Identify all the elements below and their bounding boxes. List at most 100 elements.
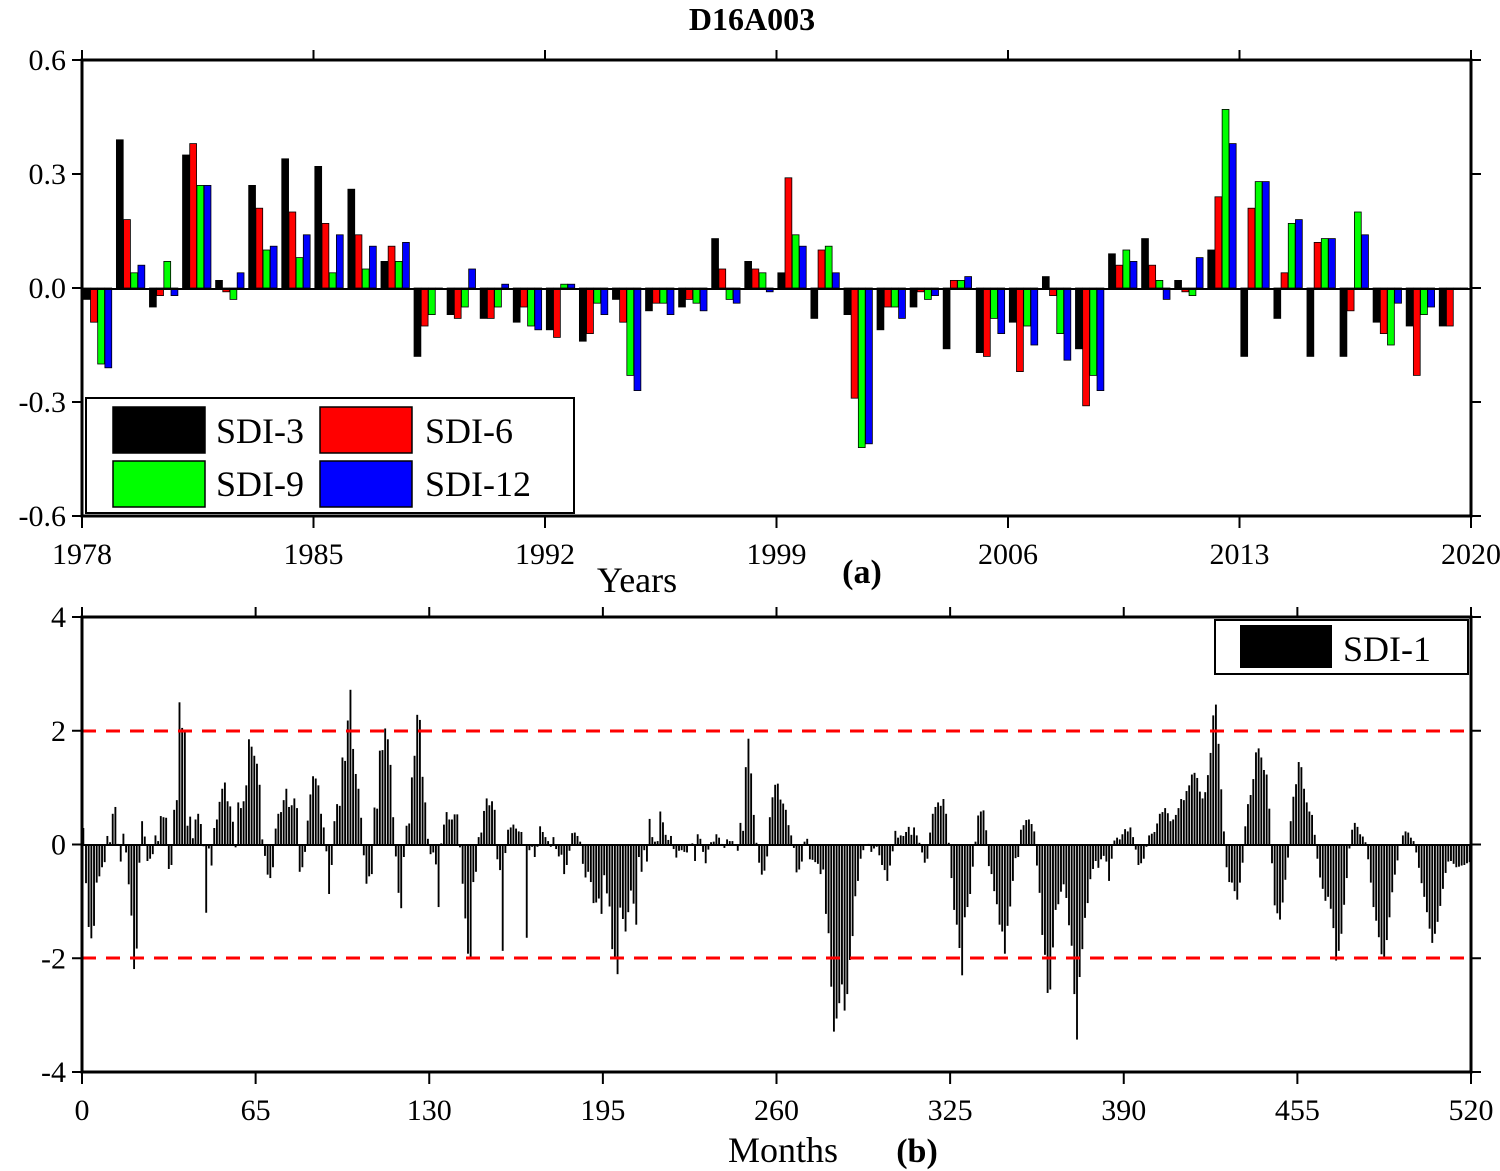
bar-sdi1-month-258: [771, 797, 774, 845]
bar-sdi1-month-71: [272, 844, 274, 868]
bar-sdi-3-2007: [1041, 276, 1050, 289]
bar-sdi1-month-304: [894, 830, 897, 845]
bar-sdi1-month-316: [926, 844, 929, 859]
bar-sdi1-month-320: [937, 802, 940, 845]
bar-sdi1-month-322: [942, 799, 945, 845]
bar-sdi1-month-468: [1332, 844, 1335, 929]
bar-sdi1-month-516: [1460, 844, 1463, 866]
bar-sdi1-month-36: [178, 702, 181, 845]
bar-sdi1-month-121: [405, 825, 408, 845]
bar-sdi-3-1995: [645, 287, 653, 312]
bar-sdi1-month-156: [499, 844, 501, 871]
bar-sdi1-month-491: [1393, 844, 1396, 875]
bar-sdi1-month-517: [1463, 844, 1466, 865]
bar-sdi1-month-190: [589, 844, 592, 883]
bar-sdi1-month-376: [1086, 844, 1089, 904]
bar-sdi1-month-475: [1351, 829, 1354, 845]
bar-sdi-6-1993: [586, 287, 594, 334]
bar-sdi1-month-128: [424, 802, 427, 845]
bar-sdi1-month-419: [1201, 798, 1204, 845]
bar-sdi1-month-510: [1444, 844, 1447, 873]
bar-sdi1-month-343: [998, 844, 1001, 925]
bar-sdi1-month-354: [1027, 819, 1030, 845]
bar-sdi1-month-178: [557, 844, 560, 857]
bar-sdi1-month-340: [990, 844, 993, 875]
bar-sdi-9-1979: [130, 272, 139, 289]
bar-sdi1-month-518: [1466, 844, 1468, 864]
bar-sdi1-month-93: [330, 844, 333, 865]
bar-sdi1-month-417: [1196, 777, 1199, 845]
bar-sdi1-month-216: [659, 811, 662, 845]
bar-sdi1-month-256: [766, 844, 769, 857]
bar-sdi-3-2003: [909, 287, 918, 308]
x-tick-label-b: 195: [580, 1094, 625, 1127]
bar-sdi-9-2015: [1320, 238, 1329, 289]
bar-sdi1-month-445: [1271, 844, 1273, 864]
bar-sdi1-month-335: [977, 815, 980, 845]
bar-sdi1-month-87: [314, 778, 317, 845]
bar-sdi1-month-142: [461, 844, 464, 884]
y-tick-label-a: 0.3: [29, 158, 67, 191]
bar-sdi1-month-96: [338, 805, 341, 845]
bar-sdi1-month-333: [971, 844, 974, 867]
bar-sdi-12-1983: [269, 245, 278, 289]
bar-sdi1-month-382: [1102, 844, 1105, 856]
bar-sdi1-month-154: [493, 809, 496, 845]
bar-sdi1-month-498: [1412, 841, 1415, 845]
bar-sdi-6-2014: [1280, 272, 1289, 289]
bar-sdi1-month-334: [974, 841, 977, 845]
bar-sdi1-month-2: [87, 844, 90, 927]
bar-sdi1-month-3: [90, 844, 93, 939]
bar-sdi-6-2008: [1082, 287, 1090, 407]
bar-sdi1-month-199: [613, 844, 616, 957]
bar-sdi-6-1997: [718, 268, 727, 289]
bar-sdi1-month-59: [240, 808, 242, 845]
bar-sdi-9-2014: [1287, 222, 1296, 289]
bar-sdi1-month-149: [480, 832, 483, 845]
bar-sdi-6-2006: [1016, 287, 1024, 372]
bar-sdi1-month-80: [296, 808, 298, 845]
bar-sdi-3-2001: [843, 287, 852, 316]
bar-sdi1-month-434: [1241, 844, 1244, 863]
bar-sdi1-month-480: [1364, 842, 1367, 845]
bar-sdi1-month-426: [1220, 789, 1223, 845]
bar-sdi1-month-252: [755, 842, 758, 845]
bar-sdi1-month-393: [1132, 837, 1135, 845]
bar-sdi1-month-86: [312, 776, 314, 845]
bar-sdi-9-1983: [262, 249, 271, 289]
bar-sdi1-month-24: [146, 844, 149, 861]
bar-sdi1-month-442: [1263, 769, 1265, 845]
bar-sdi-6-2013: [1247, 207, 1256, 289]
bar-sdi-6-2019: [1446, 287, 1454, 327]
bar-sdi1-month-119: [400, 844, 403, 909]
bar-sdi1-month-299: [881, 844, 883, 865]
bar-sdi1-month-101: [352, 748, 355, 845]
bar-sdi1-month-161: [512, 824, 515, 845]
bar-sdi1-month-328: [958, 844, 961, 949]
bar-sdi1-month-286: [846, 844, 849, 995]
x-tick-label-a: 1985: [284, 538, 344, 571]
bar-sdi1-month-366: [1060, 844, 1062, 892]
bar-sdi1-month-33: [170, 844, 173, 865]
bar-sdi1-month-31: [165, 817, 168, 845]
bar-sdi1-month-203: [624, 844, 627, 932]
bar-sdi-6-1979: [123, 219, 131, 289]
bar-sdi1-month-370: [1070, 844, 1073, 946]
bar-sdi1-month-273: [811, 844, 814, 860]
bar-sdi1-month-478: [1359, 834, 1362, 845]
bar-sdi-3-2016: [1339, 287, 1348, 357]
bar-sdi-6-2018: [1412, 287, 1421, 376]
bar-sdi1-month-111: [378, 750, 381, 845]
bar-sdi1-month-479: [1361, 836, 1364, 845]
bar-sdi1-month-22: [141, 821, 144, 845]
bar-sdi1-month-501: [1420, 844, 1423, 884]
bar-sdi1-month-313: [918, 842, 921, 845]
bar-sdi-9-1985: [328, 272, 337, 289]
legend-swatch-sdi3: [112, 406, 206, 454]
bar-sdi1-month-386: [1113, 840, 1116, 845]
bar-sdi1-month-179: [560, 844, 563, 855]
bar-sdi1-month-220: [670, 835, 672, 845]
bar-sdi1-month-489: [1388, 844, 1391, 918]
bar-sdi1-month-261: [779, 799, 782, 845]
bar-sdi-12-2011: [1195, 257, 1204, 289]
